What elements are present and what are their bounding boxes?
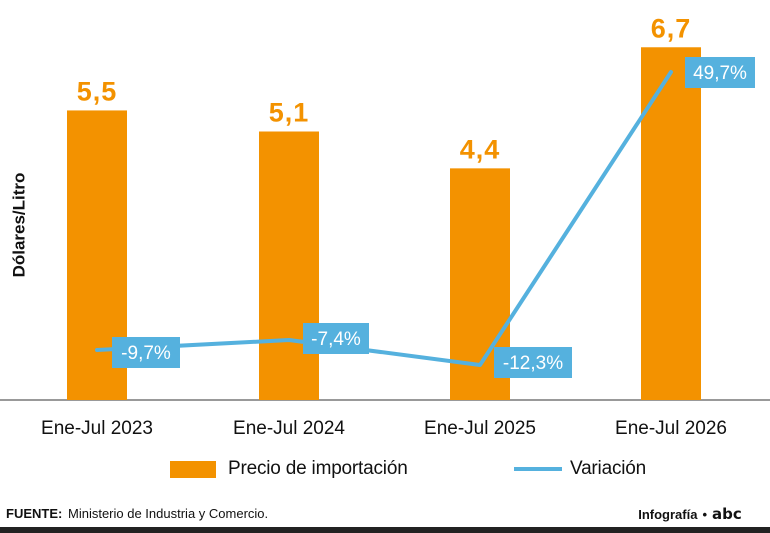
legend-bar-swatch: [170, 460, 216, 478]
x-tick-label: Ene-Jul 2023: [41, 418, 153, 439]
legend-item-bar: Precio de importación: [170, 458, 408, 480]
variation-label-box: [494, 347, 572, 378]
legend-item-line: Variación: [514, 458, 646, 480]
legend-line-swatch: [514, 467, 562, 471]
footer: FUENTE: Ministerio de Industria y Comerc…: [0, 502, 770, 527]
abc-logo-text: abc: [712, 506, 742, 522]
x-tick-label: Ene-Jul 2025: [424, 418, 536, 439]
variation-label-box: [112, 337, 180, 368]
source-text: Ministerio de Industria y Comercio.: [68, 506, 269, 521]
variation-label: -12,3%: [503, 353, 563, 374]
bottom-bar: [0, 527, 770, 533]
credit-text: Infografía: [638, 506, 698, 522]
x-tick-label: Ene-Jul 2026: [615, 418, 727, 439]
variation-label: -7,4%: [311, 329, 361, 350]
credit: Infografía • abc: [638, 506, 756, 522]
bar-value-label: 4,4: [460, 134, 501, 164]
bar: [641, 47, 701, 400]
legend-bar-label: Precio de importación: [228, 458, 408, 479]
variation-label-box: [303, 323, 369, 354]
bar-value-label: 5,5: [77, 76, 118, 106]
bar: [259, 131, 319, 400]
bar-value-label: 6,7: [651, 13, 692, 43]
source-label: FUENTE:: [6, 506, 63, 521]
bar-value-label: 5,1: [269, 98, 310, 128]
variation-label: -9,7%: [121, 343, 171, 364]
variation-label-box: [685, 57, 755, 88]
abc-logo: abc: [712, 506, 756, 522]
legend: Precio de importación Variación: [0, 456, 770, 484]
credit-separator: •: [702, 506, 707, 522]
legend-line-label: Variación: [570, 458, 646, 479]
variation-line: [95, 70, 673, 367]
variation-label: 49,7%: [693, 63, 747, 84]
y-axis-label: Dólares/Litro: [4, 150, 34, 300]
y-axis-label-text: Dólares/Litro: [9, 172, 29, 278]
x-tick-label: Ene-Jul 2024: [233, 418, 345, 439]
